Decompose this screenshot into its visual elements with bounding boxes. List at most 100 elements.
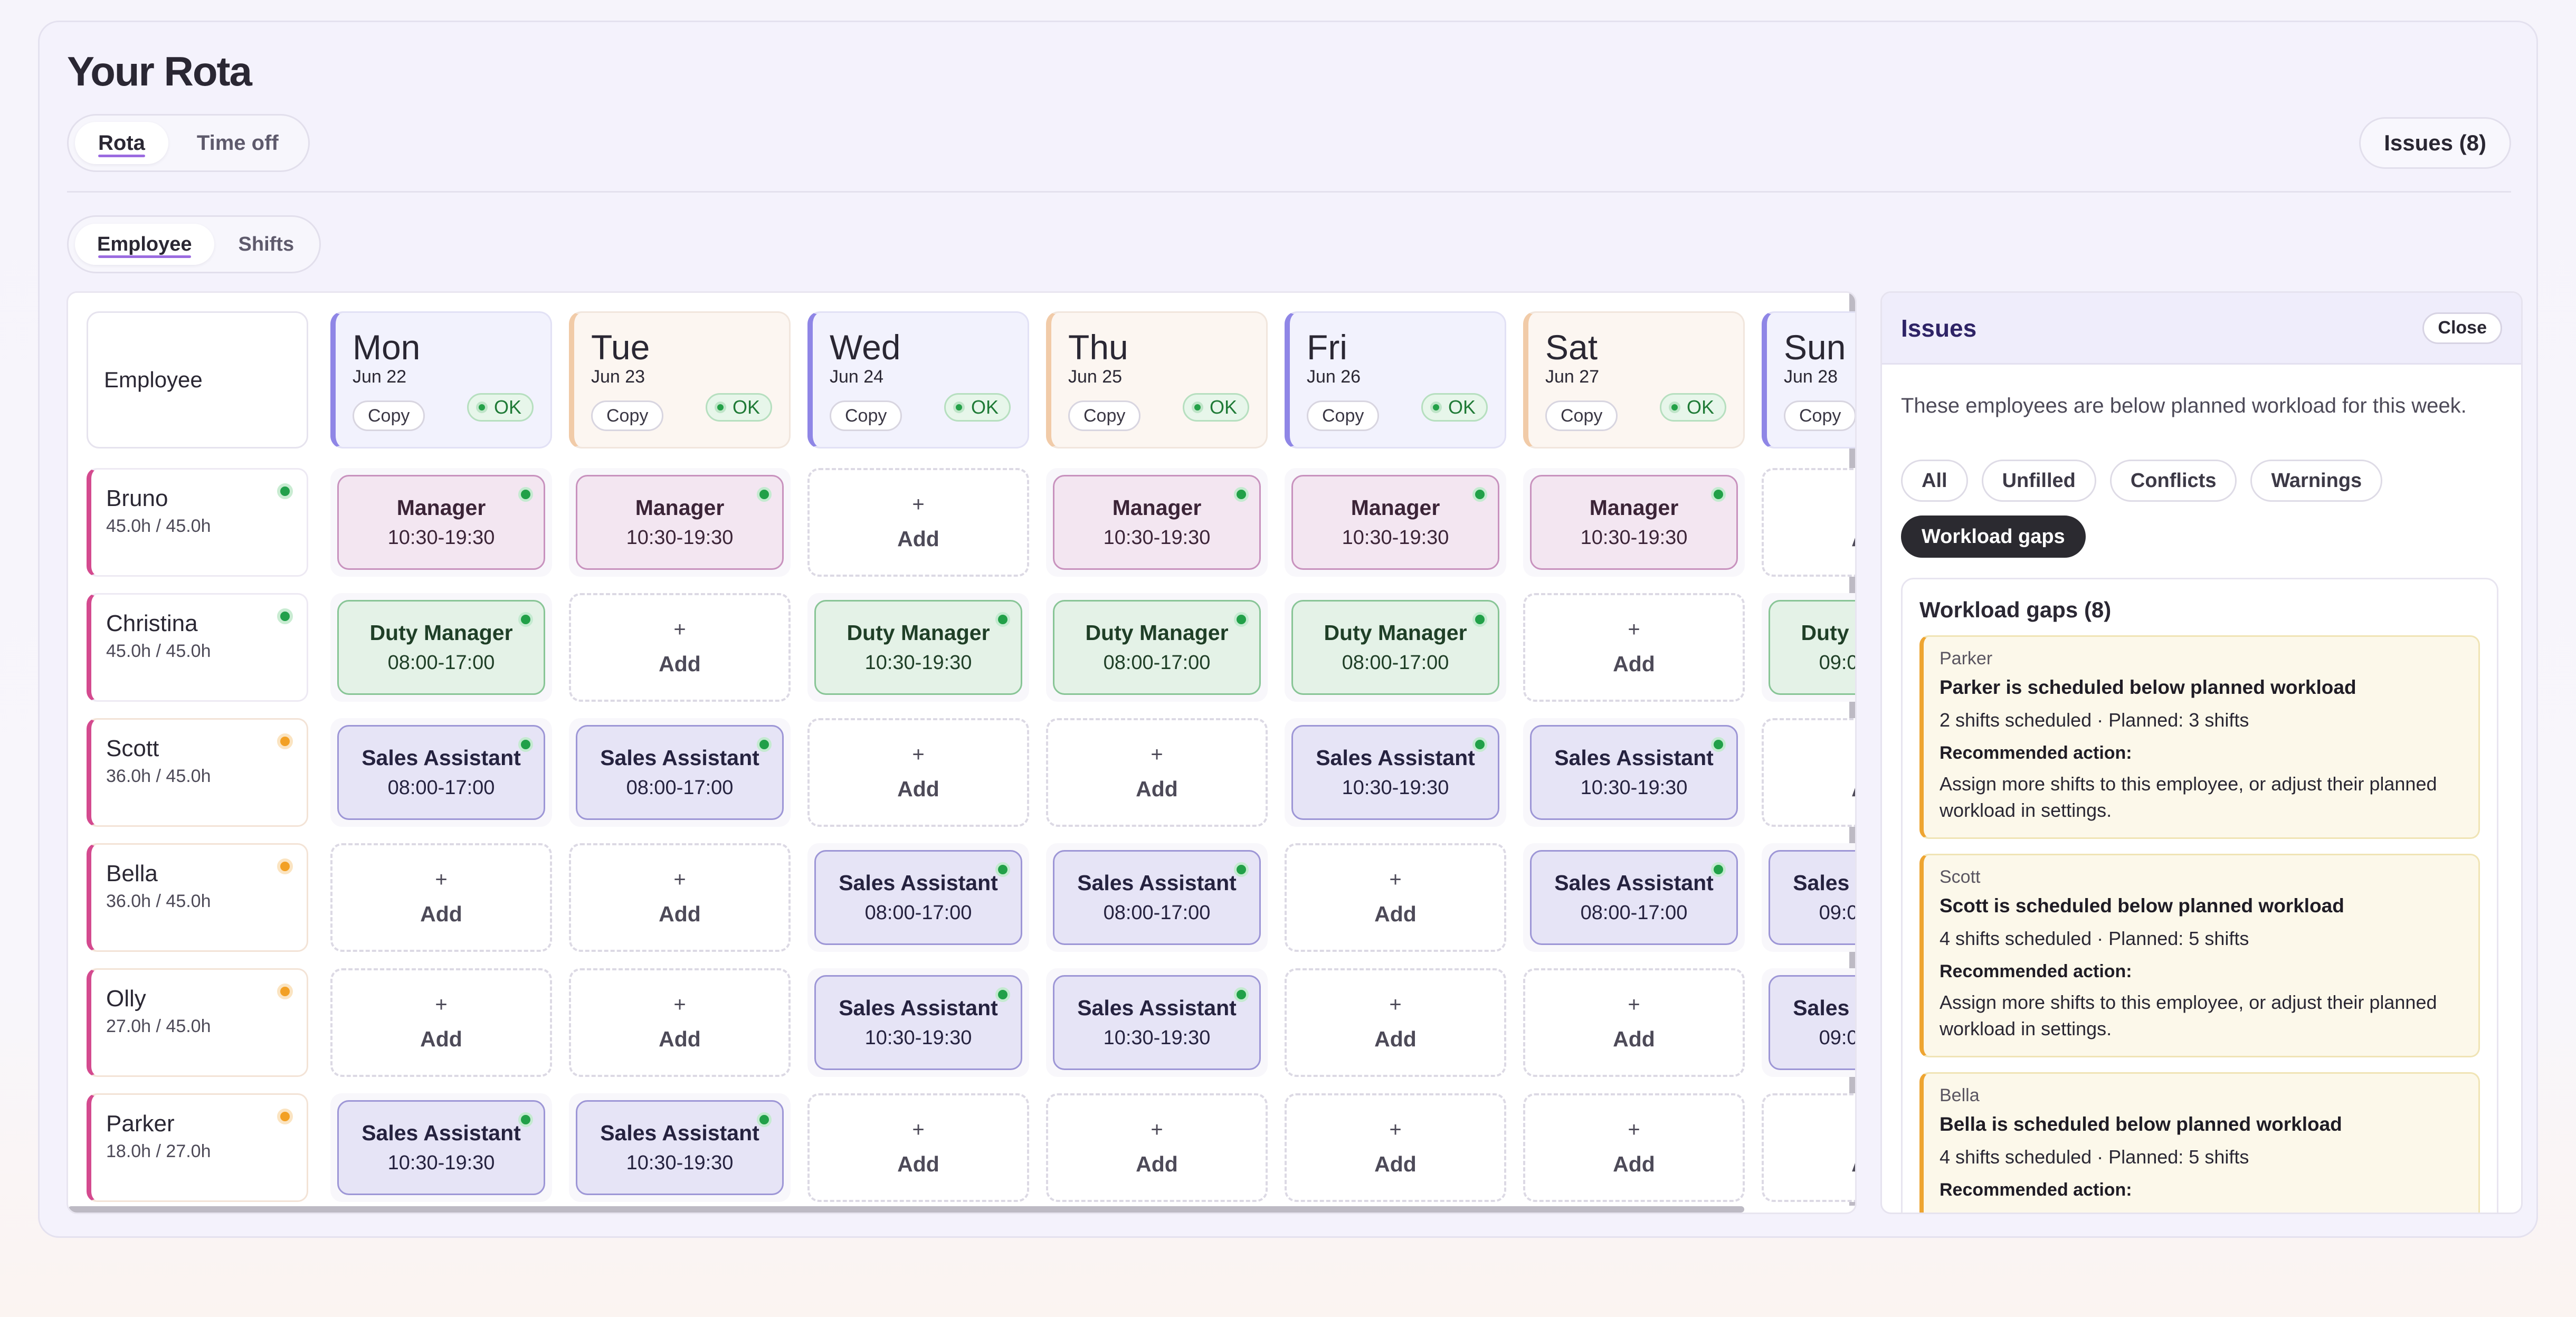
tab-employee[interactable]: Employee <box>75 224 214 265</box>
horizontal-scrollbar[interactable] <box>68 1206 1744 1213</box>
copy-day-button[interactable]: Copy <box>591 400 664 431</box>
page-title: Your Rota <box>67 48 252 94</box>
add-shift-button[interactable]: +Add <box>569 968 791 1077</box>
issues-button[interactable]: Issues (8) <box>2359 117 2511 169</box>
copy-day-button[interactable]: Copy <box>353 400 425 431</box>
employee-cell-bruno[interactable]: Bruno 45.0h / 45.0h <box>87 468 308 577</box>
employee-cell-parker[interactable]: Parker 18.0h / 27.0h <box>87 1093 308 1202</box>
ok-label: OK <box>493 396 521 418</box>
shift-role: Sales Assistant <box>1316 746 1475 770</box>
filter-warnings[interactable]: Warnings <box>2250 460 2383 502</box>
shift-status-dot <box>757 1112 772 1127</box>
add-shift-button[interactable]: +Add <box>1523 968 1745 1077</box>
plus-icon: + <box>1628 617 1640 641</box>
add-shift-button[interactable]: +Add <box>807 468 1029 577</box>
recommended-action-label: Recommended action: <box>1940 743 2132 763</box>
shift-card[interactable]: Sales Assistant 10:30-19:30 <box>1053 975 1261 1070</box>
shift-card[interactable]: Duty Manager 10:30-19:30 <box>814 600 1022 695</box>
shift-status-dot <box>518 612 533 627</box>
tab-rota[interactable]: Rota <box>75 122 168 164</box>
day-ok-badge: OK <box>944 393 1011 422</box>
shift-card[interactable]: Manager 10:30-19:30 <box>1530 475 1738 570</box>
filter-unfilled[interactable]: Unfilled <box>1981 460 2096 502</box>
employee-cell-bella[interactable]: Bella 36.0h / 45.0h <box>87 843 308 952</box>
add-shift-button[interactable]: +Add <box>807 718 1029 827</box>
shift-card[interactable]: Sales Assistant 08:00-17:00 <box>1053 850 1261 945</box>
shift-card[interactable]: Sales Assistant 08:00-17:00 <box>337 725 545 820</box>
employee-hours: 45.0h / 45.0h <box>106 641 211 661</box>
add-shift-button[interactable]: +Add <box>1046 1093 1268 1202</box>
ok-label: OK <box>1448 396 1476 418</box>
employee-status-dot <box>277 984 293 999</box>
shift-role: Manager <box>396 495 486 520</box>
add-shift-button[interactable]: +Add <box>1762 1093 1855 1202</box>
add-shift-button[interactable]: +Add <box>1285 1093 1506 1202</box>
shift-card[interactable]: Manager 10:30-19:30 <box>576 475 784 570</box>
copy-day-button[interactable]: Copy <box>1307 400 1380 431</box>
copy-day-button[interactable]: Copy <box>1784 400 1855 431</box>
shift-card[interactable]: Sales Assistant 10:30-19:30 <box>1291 725 1499 820</box>
gap-detail: 4 shifts scheduled · Planned: 5 shifts <box>1940 928 2249 949</box>
shift-card[interactable]: Sales Assistant 08:00-17:00 <box>576 725 784 820</box>
day-header-mon: Mon Jun 22 Copy OK <box>330 311 552 448</box>
shift-card[interactable]: Duty Manager 08:00-17:00 <box>1291 600 1499 695</box>
copy-day-button[interactable]: Copy <box>1068 400 1141 431</box>
shift-card[interactable]: Sales Assistant 10:30-19:30 <box>337 1100 545 1195</box>
copy-day-button[interactable]: Copy <box>1545 400 1618 431</box>
shift-card[interactable]: Sales Assistant 08:00-17:00 <box>814 850 1022 945</box>
filter-all[interactable]: All <box>1901 460 1968 502</box>
shift-card[interactable]: Manager 10:30-19:30 <box>1291 475 1499 570</box>
shift-card[interactable]: Sales Assistant 09:00-18:00 <box>1769 975 1855 1070</box>
filter-workload-gaps[interactable]: Workload gaps <box>1901 516 2086 558</box>
close-button[interactable]: Close <box>2422 312 2502 344</box>
add-shift-button[interactable]: +Add <box>330 968 552 1077</box>
tab-shifts[interactable]: Shifts <box>238 233 294 255</box>
workload-gaps-title: Workload gaps (8) <box>1919 597 2112 622</box>
workload-gap-card[interactable]: Parker Parker is scheduled below planned … <box>1919 635 2480 839</box>
add-label: Add <box>897 1151 939 1176</box>
shift-role: Sales Assistant <box>1793 871 1855 895</box>
shift-role: Sales Assistant <box>362 746 521 770</box>
add-shift-button[interactable]: +Add <box>330 843 552 952</box>
workload-gap-card[interactable]: Scott Scott is scheduled below planned wo… <box>1919 854 2480 1057</box>
employee-cell-olly[interactable]: Olly 27.0h / 45.0h <box>87 968 308 1077</box>
shift-time: 08:00-17:00 <box>387 777 495 799</box>
employee-cell-christina[interactable]: Christina 45.0h / 45.0h <box>87 593 308 702</box>
add-shift-button[interactable]: +Add <box>1285 968 1506 1077</box>
add-shift-button[interactable]: +Add <box>569 843 791 952</box>
filter-conflicts[interactable]: Conflicts <box>2109 460 2237 502</box>
add-shift-button[interactable]: +Add <box>1523 593 1745 702</box>
employee-hours: 27.0h / 45.0h <box>106 1016 211 1036</box>
shift-card[interactable]: Manager 10:30-19:30 <box>337 475 545 570</box>
shift-card[interactable]: Sales Assistant 10:30-19:30 <box>576 1100 784 1195</box>
add-shift-button[interactable]: +Add <box>1762 718 1855 827</box>
shift-card[interactable]: Manager 10:30-19:30 <box>1053 475 1261 570</box>
day-name: Wed <box>830 328 901 367</box>
day-name: Mon <box>353 328 421 367</box>
shift-status-dot <box>1472 487 1487 502</box>
shift-card[interactable]: Duty Manager 08:00-17:00 <box>1053 600 1261 695</box>
recommended-action-label: Recommended action: <box>1940 1180 2132 1200</box>
shift-card[interactable]: Sales Assistant 10:30-19:30 <box>814 975 1022 1070</box>
rota-grid[interactable]: Employee Mon Jun 22 Copy OK Tue Jun 23 Copy OK W… <box>66 291 1857 1214</box>
copy-day-button[interactable]: Copy <box>830 400 902 431</box>
add-shift-button[interactable]: +Add <box>1762 468 1855 577</box>
tab-time-off[interactable]: Time off <box>196 131 279 155</box>
shift-card[interactable]: Duty Manager 08:00-17:00 <box>337 600 545 695</box>
add-shift-button[interactable]: +Add <box>569 593 791 702</box>
shift-role: Sales Assistant <box>1077 996 1237 1020</box>
shift-card[interactable]: Sales Assistant 09:00-18:00 <box>1769 850 1855 945</box>
add-shift-button[interactable]: +Add <box>807 1093 1029 1202</box>
shift-role: Sales Assistant <box>362 1121 521 1145</box>
shift-card[interactable]: Duty Manager 09:00-18:00 <box>1769 600 1855 695</box>
add-shift-button[interactable]: +Add <box>1523 1093 1745 1202</box>
employee-cell-scott[interactable]: Scott 36.0h / 45.0h <box>87 718 308 827</box>
workload-gap-card[interactable]: Bella Bella is scheduled below planned wo… <box>1919 1072 2480 1213</box>
add-shift-button[interactable]: +Add <box>1046 718 1268 827</box>
add-shift-button[interactable]: +Add <box>1285 843 1506 952</box>
day-date: Jun 26 <box>1307 367 1361 387</box>
shift-status-dot <box>995 987 1010 1002</box>
shift-card[interactable]: Sales Assistant 10:30-19:30 <box>1530 725 1738 820</box>
plus-icon: + <box>1151 1118 1163 1141</box>
shift-card[interactable]: Sales Assistant 08:00-17:00 <box>1530 850 1738 945</box>
